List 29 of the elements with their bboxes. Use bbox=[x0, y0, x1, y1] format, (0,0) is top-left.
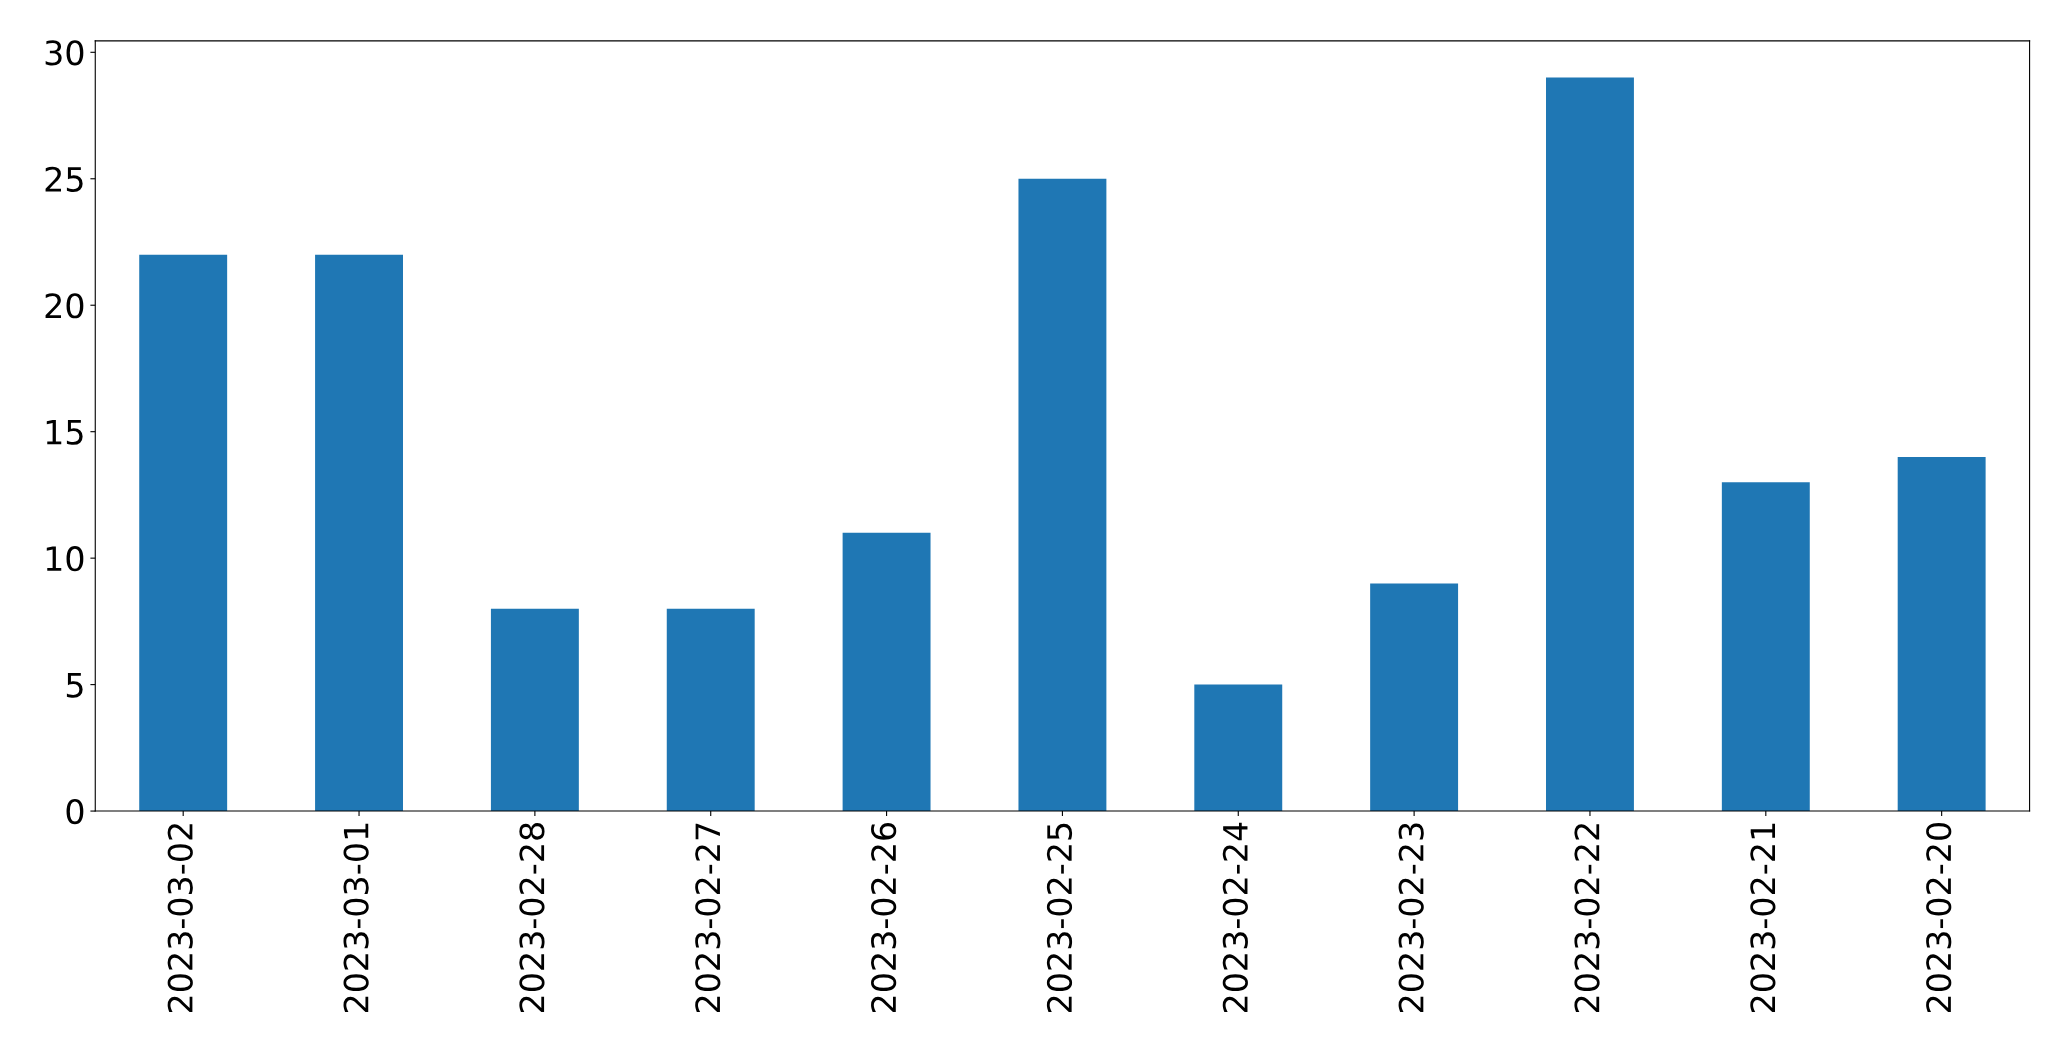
bar bbox=[1018, 178, 1107, 812]
y-tick-label: 30 bbox=[45, 40, 84, 66]
x-tick-label: 2023-02-22 bbox=[1574, 824, 1600, 1013]
x-tick-label: 2023-02-25 bbox=[1046, 823, 1073, 1013]
y-tick-label: 15 bbox=[46, 420, 83, 445]
bar bbox=[666, 608, 755, 812]
bar bbox=[1370, 583, 1459, 812]
bar bbox=[1546, 77, 1634, 812]
bar bbox=[1194, 684, 1283, 812]
bar bbox=[139, 254, 228, 812]
bar bbox=[315, 254, 403, 812]
bar bbox=[842, 532, 931, 812]
x-tick-label: 2023-02-24 bbox=[1222, 822, 1248, 1013]
y-tick-label: 25 bbox=[45, 166, 83, 192]
y-tick-label: 10 bbox=[46, 546, 84, 572]
x-tick-label: 2023-03-01 bbox=[343, 823, 369, 1013]
y-tick-label: 0 bbox=[66, 798, 84, 825]
x-tick-label: 2023-02-21 bbox=[1750, 823, 1776, 1013]
x-tick-label: 2023-02-23 bbox=[1398, 823, 1424, 1013]
bar bbox=[490, 608, 579, 812]
x-tick-label: 2023-02-27 bbox=[695, 823, 721, 1013]
x-tick-label: 2023-03-02 bbox=[167, 824, 193, 1013]
x-tick-label: 2023-02-28 bbox=[519, 823, 545, 1013]
bar bbox=[1897, 456, 1986, 812]
x-tick-label: 2023-02-20 bbox=[1926, 823, 1952, 1013]
x-tick-label: 2023-02-26 bbox=[871, 822, 897, 1013]
y-tick-label: 20 bbox=[45, 293, 84, 319]
bar bbox=[1721, 482, 1810, 812]
y-tick-label: 5 bbox=[66, 672, 83, 698]
